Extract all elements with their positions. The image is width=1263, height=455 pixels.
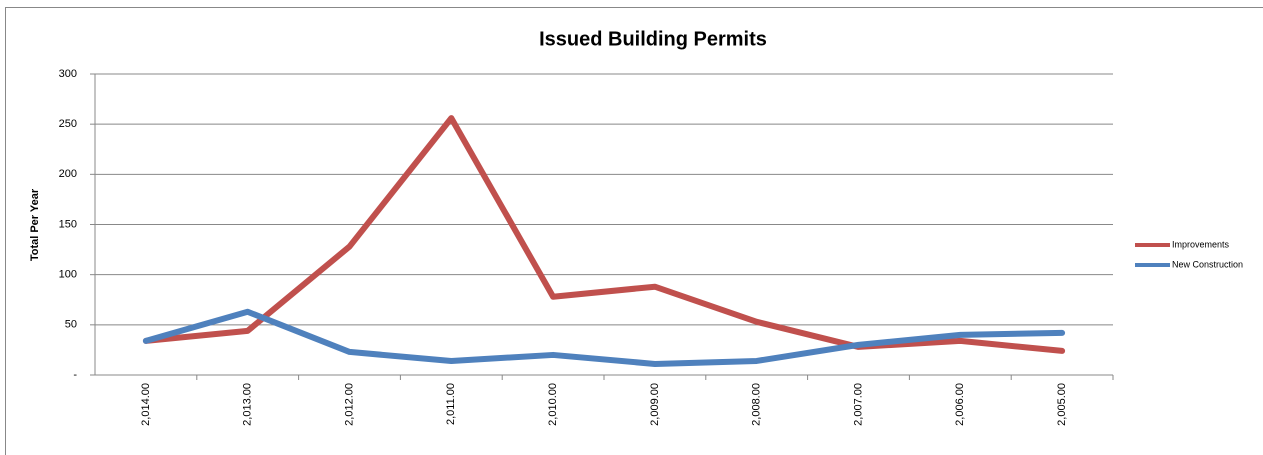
y-tick-label: 250 — [59, 118, 77, 130]
x-tick-label: 2,005.00 — [1056, 383, 1068, 426]
chart-frame — [5, 7, 1263, 455]
y-tick-label: 150 — [59, 218, 77, 230]
x-tick-label: 2,012.00 — [343, 383, 355, 426]
x-tick-label: 2,006.00 — [954, 383, 966, 426]
y-tick-label: 200 — [59, 168, 77, 180]
legend-label: New Construction — [1172, 259, 1243, 269]
series-line — [142, 308, 1066, 367]
y-axis-label: Total Per Year — [29, 188, 41, 261]
y-tick-label: 100 — [59, 269, 77, 281]
x-tick-label: 2,009.00 — [649, 383, 661, 426]
x-tick-label: 2,014.00 — [140, 383, 152, 426]
y-tick-label: 300 — [59, 68, 77, 80]
x-tick-label: 2,011.00 — [445, 383, 457, 425]
series-line — [142, 115, 1066, 354]
x-tick-label: 2,013.00 — [242, 383, 254, 426]
x-tick-label: 2,010.00 — [547, 383, 559, 426]
chart-title: Issued Building Permits — [539, 28, 767, 50]
y-tick-label: - — [73, 369, 77, 381]
y-tick-label: 50 — [65, 319, 77, 331]
legend-label: Improvements — [1172, 239, 1230, 249]
x-tick-label: 2,007.00 — [852, 383, 864, 426]
x-tick-label: 2,008.00 — [751, 383, 763, 426]
